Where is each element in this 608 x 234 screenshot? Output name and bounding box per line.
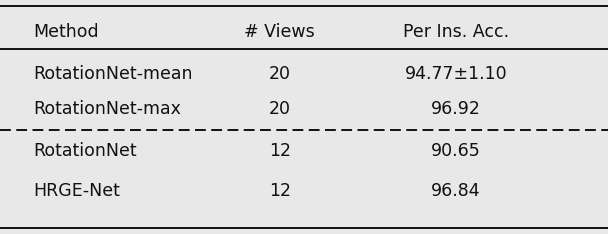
- Text: RotationNet-mean: RotationNet-mean: [33, 65, 193, 83]
- Text: 96.84: 96.84: [431, 182, 481, 200]
- Text: 96.92: 96.92: [431, 100, 481, 118]
- Text: Method: Method: [33, 23, 99, 40]
- Text: 12: 12: [269, 182, 291, 200]
- Text: RotationNet-max: RotationNet-max: [33, 100, 181, 118]
- Text: Per Ins. Acc.: Per Ins. Acc.: [403, 23, 509, 40]
- Text: RotationNet: RotationNet: [33, 142, 137, 160]
- Text: 20: 20: [269, 65, 291, 83]
- Text: 90.65: 90.65: [431, 142, 481, 160]
- Text: 12: 12: [269, 142, 291, 160]
- Text: HRGE-Net: HRGE-Net: [33, 182, 120, 200]
- Text: 20: 20: [269, 100, 291, 118]
- Text: 94.77±1.10: 94.77±1.10: [405, 65, 507, 83]
- Text: # Views: # Views: [244, 23, 315, 40]
